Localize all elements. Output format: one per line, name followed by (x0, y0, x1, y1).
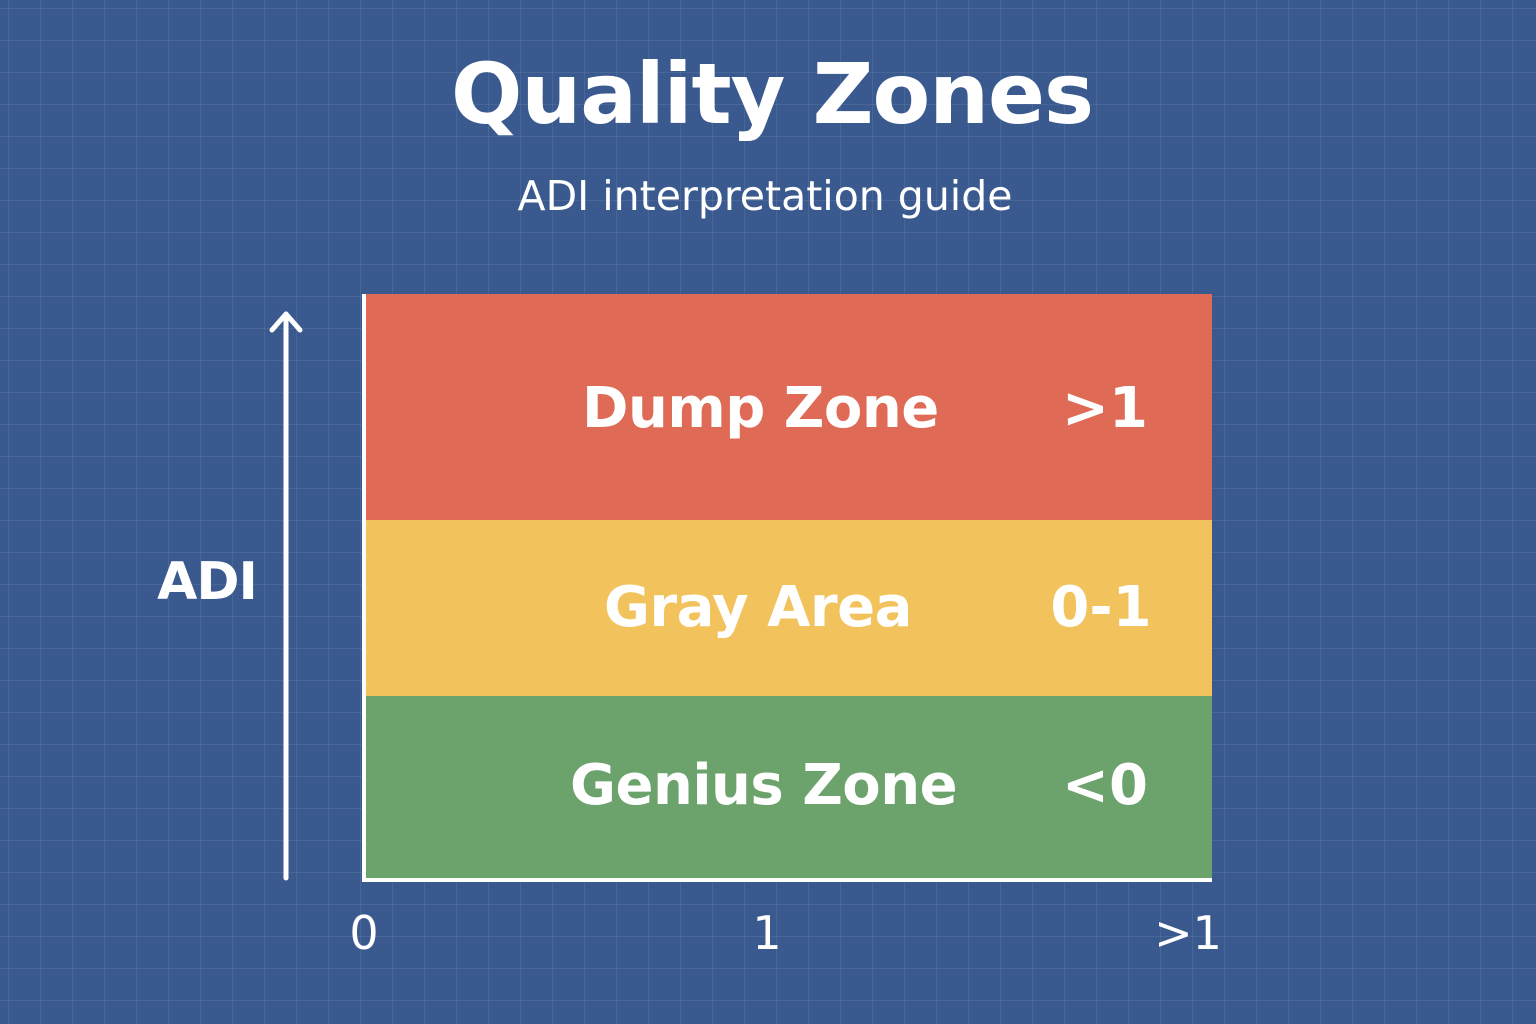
x-tick-label-2: >1 (1154, 906, 1222, 960)
page-title: Quality Zones (450, 45, 1094, 143)
zone-dump-label: Dump Zone (582, 376, 939, 441)
y-axis-line (362, 294, 366, 882)
zone-genius: Genius Zone <0 (362, 696, 1212, 882)
zone-gray-range: 0-1 (1050, 575, 1152, 640)
zone-chart: Dump Zone >1 Gray Area 0-1 Genius Zone <… (362, 294, 1212, 882)
x-tick-label-0: 0 (349, 906, 379, 960)
zone-dump: Dump Zone >1 (362, 294, 1212, 520)
zone-gray: Gray Area 0-1 (362, 520, 1212, 696)
y-axis-arrow-icon (269, 311, 303, 881)
zone-dump-range: >1 (1062, 376, 1148, 441)
x-tick-label-1: 1 (752, 906, 782, 960)
zone-genius-range: <0 (1062, 753, 1148, 818)
x-axis-line (362, 878, 1212, 882)
zone-gray-label: Gray Area (604, 575, 912, 640)
zone-genius-label: Genius Zone (570, 753, 958, 818)
y-axis-label: ADI (157, 552, 258, 612)
page-subtitle: ADI interpretation guide (517, 172, 1013, 220)
